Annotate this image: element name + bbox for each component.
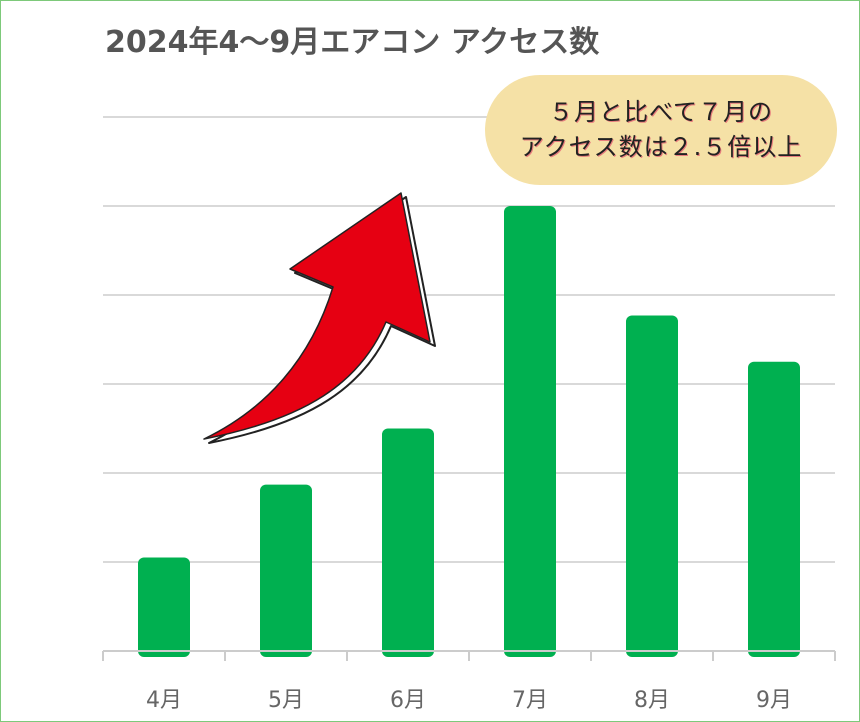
callout-annotation: ５月と比べて７月の アクセス数は２.５倍以上 bbox=[485, 75, 837, 185]
x-axis bbox=[102, 650, 836, 661]
x-tick-label: 4月 bbox=[146, 688, 182, 713]
up-arrow-icon bbox=[203, 192, 436, 444]
chart-title: 2024年4〜9月エアコン アクセス数 bbox=[105, 25, 600, 60]
x-tick-label: 7月 bbox=[512, 688, 548, 713]
bars bbox=[138, 206, 800, 657]
x-tick-label: 6月 bbox=[390, 688, 426, 713]
bar bbox=[260, 484, 312, 657]
bar bbox=[748, 361, 800, 657]
bar bbox=[504, 206, 556, 657]
callout-line-1: ５月と比べて７月の bbox=[548, 98, 774, 127]
x-tick-label: 5月 bbox=[268, 688, 304, 713]
x-tick-label: 8月 bbox=[634, 688, 670, 713]
bar bbox=[138, 557, 190, 657]
x-tick-label: 9月 bbox=[756, 688, 792, 713]
x-tick-labels: 4月 5月 6月 7月 8月 9月 bbox=[146, 688, 792, 713]
up-arrow-body bbox=[203, 192, 431, 440]
bar bbox=[382, 428, 434, 657]
callout-line-2: アクセス数は２.５倍以上 bbox=[519, 133, 803, 161]
bar bbox=[626, 315, 678, 657]
